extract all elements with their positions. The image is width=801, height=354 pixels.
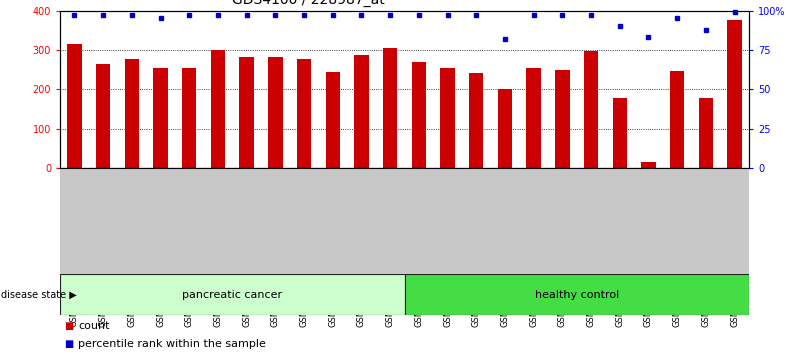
Text: GDS4100 / 228987_at: GDS4100 / 228987_at xyxy=(232,0,385,7)
Text: ■: ■ xyxy=(64,339,74,349)
Bar xyxy=(67,44,82,168)
Bar xyxy=(469,73,484,168)
Bar xyxy=(670,71,684,168)
Text: percentile rank within the sample: percentile rank within the sample xyxy=(78,339,267,349)
Bar xyxy=(239,57,254,168)
Bar xyxy=(325,73,340,168)
Text: count: count xyxy=(78,321,110,331)
Bar xyxy=(698,98,713,168)
Bar xyxy=(153,68,167,168)
Bar xyxy=(96,64,111,168)
Bar xyxy=(727,21,742,168)
Bar xyxy=(497,88,512,168)
Bar xyxy=(555,70,570,168)
Text: disease state ▶: disease state ▶ xyxy=(1,290,77,300)
Bar xyxy=(297,59,312,168)
Bar xyxy=(526,68,541,168)
Text: ■: ■ xyxy=(64,321,74,331)
Bar xyxy=(613,98,627,168)
Text: pancreatic cancer: pancreatic cancer xyxy=(182,290,282,300)
Bar xyxy=(125,59,139,168)
Text: healthy control: healthy control xyxy=(534,290,619,300)
Bar xyxy=(412,62,426,168)
Bar xyxy=(405,274,749,315)
Bar xyxy=(441,68,455,168)
Bar xyxy=(211,50,225,168)
Bar xyxy=(642,162,656,168)
Bar xyxy=(182,68,196,168)
Bar xyxy=(383,48,397,168)
Bar xyxy=(268,57,283,168)
Bar xyxy=(584,51,598,168)
Bar xyxy=(354,55,368,168)
Bar xyxy=(60,274,405,315)
